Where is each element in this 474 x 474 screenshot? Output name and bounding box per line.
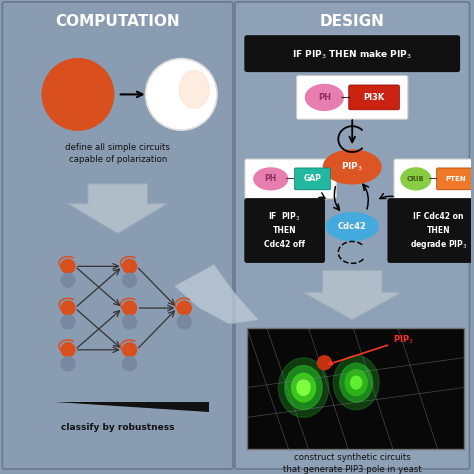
Ellipse shape [254,168,288,190]
Ellipse shape [333,356,379,410]
FancyBboxPatch shape [245,199,324,262]
Text: Cdc42: Cdc42 [338,222,367,231]
Text: Cdc42 off: Cdc42 off [264,240,305,249]
Text: construct synthetic circuits: construct synthetic circuits [294,453,410,462]
Circle shape [123,343,137,357]
Ellipse shape [306,84,343,110]
Text: IF Cdc42 on: IF Cdc42 on [413,212,464,221]
Polygon shape [68,184,167,234]
Ellipse shape [179,71,209,109]
Circle shape [123,357,137,371]
Text: CRIB: CRIB [407,176,425,182]
FancyBboxPatch shape [2,2,233,469]
Text: that generate PIP3 pole in yeast: that generate PIP3 pole in yeast [283,465,421,474]
FancyBboxPatch shape [349,85,400,110]
FancyBboxPatch shape [245,36,460,72]
Text: capable of polarization: capable of polarization [69,155,167,164]
Circle shape [123,301,137,315]
Circle shape [123,315,137,329]
Text: PTEN: PTEN [445,176,466,182]
Ellipse shape [401,168,431,190]
Ellipse shape [285,365,322,410]
Circle shape [61,259,75,273]
Text: PIP$_3$: PIP$_3$ [329,334,414,365]
Text: classify by robustness: classify by robustness [61,423,174,432]
Circle shape [61,273,75,287]
Circle shape [177,301,191,315]
Ellipse shape [340,363,373,402]
Text: degrade PIP$_3$: degrade PIP$_3$ [410,238,467,251]
Text: —: — [340,92,350,102]
FancyBboxPatch shape [437,168,474,190]
FancyBboxPatch shape [235,2,469,469]
Circle shape [42,59,114,130]
Circle shape [61,315,75,329]
Circle shape [61,301,75,315]
Circle shape [123,259,137,273]
FancyBboxPatch shape [247,328,464,449]
FancyBboxPatch shape [297,75,408,119]
FancyBboxPatch shape [245,159,337,199]
Text: DESIGN: DESIGN [320,14,385,29]
Ellipse shape [292,374,316,402]
FancyBboxPatch shape [388,199,474,262]
Text: —: — [285,174,294,183]
Circle shape [146,59,217,130]
Text: THEN: THEN [273,226,296,235]
Text: IF  PIP$_3$: IF PIP$_3$ [268,210,301,223]
Ellipse shape [278,358,328,417]
Circle shape [123,273,137,287]
Ellipse shape [323,150,381,184]
Polygon shape [55,402,209,412]
Circle shape [177,315,191,329]
Ellipse shape [297,380,310,395]
Polygon shape [174,264,259,324]
Text: PIP$_3$: PIP$_3$ [341,161,363,173]
Ellipse shape [351,376,362,389]
Text: define all simple circuits: define all simple circuits [65,143,170,152]
Circle shape [61,357,75,371]
Text: PI3K: PI3K [364,93,385,102]
Text: PH: PH [318,93,331,102]
FancyBboxPatch shape [294,168,330,190]
Text: COMPUTATION: COMPUTATION [55,14,180,29]
Text: GAP: GAP [303,174,321,183]
Text: —: — [428,174,437,183]
Text: PH: PH [264,174,277,183]
Ellipse shape [327,213,378,240]
FancyBboxPatch shape [394,159,474,199]
Ellipse shape [318,356,331,370]
Text: IF PIP$_3$ THEN make PIP$_3$: IF PIP$_3$ THEN make PIP$_3$ [292,48,412,61]
Ellipse shape [345,370,367,395]
Circle shape [61,343,75,357]
Polygon shape [302,270,402,320]
Text: THEN: THEN [427,226,450,235]
